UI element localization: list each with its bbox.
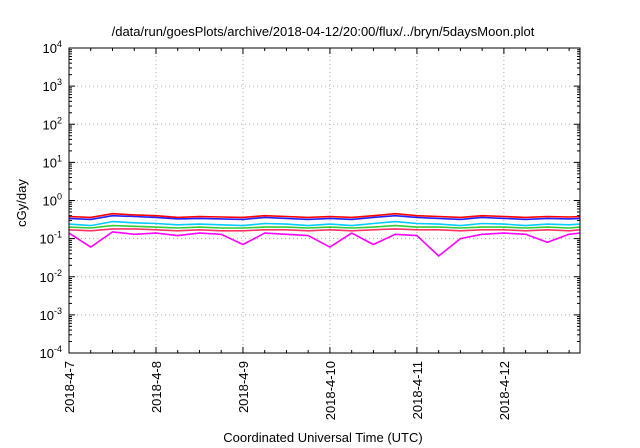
x-tick-label: 2018-4-8 <box>149 361 164 413</box>
series-line <box>68 231 581 257</box>
y-axis-label: cGy/day <box>14 179 29 227</box>
y-tick-label: 10-1 <box>40 230 62 247</box>
y-tick-label: 10-3 <box>40 306 62 323</box>
y-tick-label: 102 <box>43 115 62 132</box>
x-tick-label: 2018-4-7 <box>62 361 77 413</box>
x-axis-label: Coordinated Universal Time (UTC) <box>223 430 422 445</box>
x-axis: 2018-4-7 2018-4-8 2018-4-9 2018-4-10 2018-4-… <box>62 48 570 420</box>
y-tick-label: 101 <box>43 153 62 170</box>
x-tick-label: 2018-4-12 <box>497 361 512 420</box>
plot-series <box>68 212 581 257</box>
series-line <box>68 212 581 219</box>
y-axis: 10-4 10-3 10-2 10-1 100 101 102 103 104 <box>40 39 580 361</box>
series-line <box>68 214 581 221</box>
series-line <box>68 220 581 227</box>
x-tick-label: 2018-4-10 <box>323 361 338 420</box>
y-tick-label: 10-2 <box>40 268 62 285</box>
chart-title: /data/run/goesPlots/archive/2018-04-12/2… <box>112 24 535 39</box>
x-tick-label: 2018-4-11 <box>410 361 425 419</box>
y-tick-label: 10-4 <box>40 344 62 361</box>
y-tick-label: 104 <box>43 39 62 56</box>
y-tick-label: 103 <box>43 77 62 94</box>
series-line <box>68 224 581 229</box>
plot-frame <box>68 47 581 354</box>
x-tick-label: 2018-4-9 <box>236 361 251 413</box>
grid-lines <box>69 48 580 353</box>
series-line <box>68 228 581 232</box>
y-tick-label: 100 <box>43 192 62 209</box>
